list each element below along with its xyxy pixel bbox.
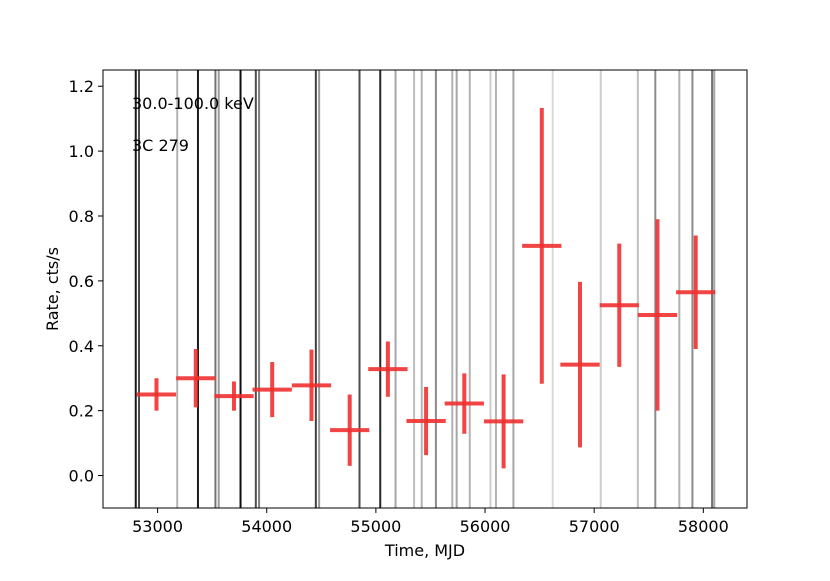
observation-lines xyxy=(134,70,716,508)
y-tick-label: 0.8 xyxy=(69,207,94,226)
data-point xyxy=(599,243,639,367)
x-axis-ticks: 53000 54000 55000 56000 57000 58000 xyxy=(132,508,729,536)
y-tick-label: 1.2 xyxy=(69,77,94,96)
plot-frame xyxy=(102,69,748,509)
x-tick-label: 57000 xyxy=(569,517,620,536)
data-point xyxy=(330,394,370,466)
data-point xyxy=(637,219,678,411)
y-tick-label: 0.6 xyxy=(69,272,94,291)
data-points xyxy=(136,107,716,469)
data-point xyxy=(176,349,216,408)
data-point xyxy=(483,374,524,469)
data-point xyxy=(522,107,562,384)
y-tick-label: 0.0 xyxy=(69,467,94,486)
x-tick-label: 55000 xyxy=(350,517,401,536)
x-tick-label: 54000 xyxy=(241,517,292,536)
source-name-annotation: 3C 279 xyxy=(132,136,189,155)
data-point xyxy=(560,281,600,448)
data-point xyxy=(136,378,177,411)
y-tick-label: 0.4 xyxy=(69,337,94,356)
data-point xyxy=(406,386,446,456)
data-point xyxy=(291,349,332,422)
energy-band-annotation: 30.0-100.0 keV xyxy=(132,94,254,113)
data-point xyxy=(444,373,484,434)
y-tick-label: 1.0 xyxy=(69,142,94,161)
y-axis-label: Rate, cts/s xyxy=(43,247,62,331)
x-tick-label: 53000 xyxy=(132,517,183,536)
x-axis-label: Time, MJD xyxy=(384,541,465,560)
data-point xyxy=(214,381,254,411)
y-axis-ticks: 0.0 0.2 0.4 0.6 0.8 1.0 1.2 xyxy=(69,77,103,486)
data-point xyxy=(676,235,716,350)
x-tick-label: 58000 xyxy=(678,517,729,536)
x-tick-label: 56000 xyxy=(460,517,511,536)
y-tick-label: 0.2 xyxy=(69,402,94,421)
data-point xyxy=(368,341,408,397)
data-point xyxy=(252,362,292,418)
